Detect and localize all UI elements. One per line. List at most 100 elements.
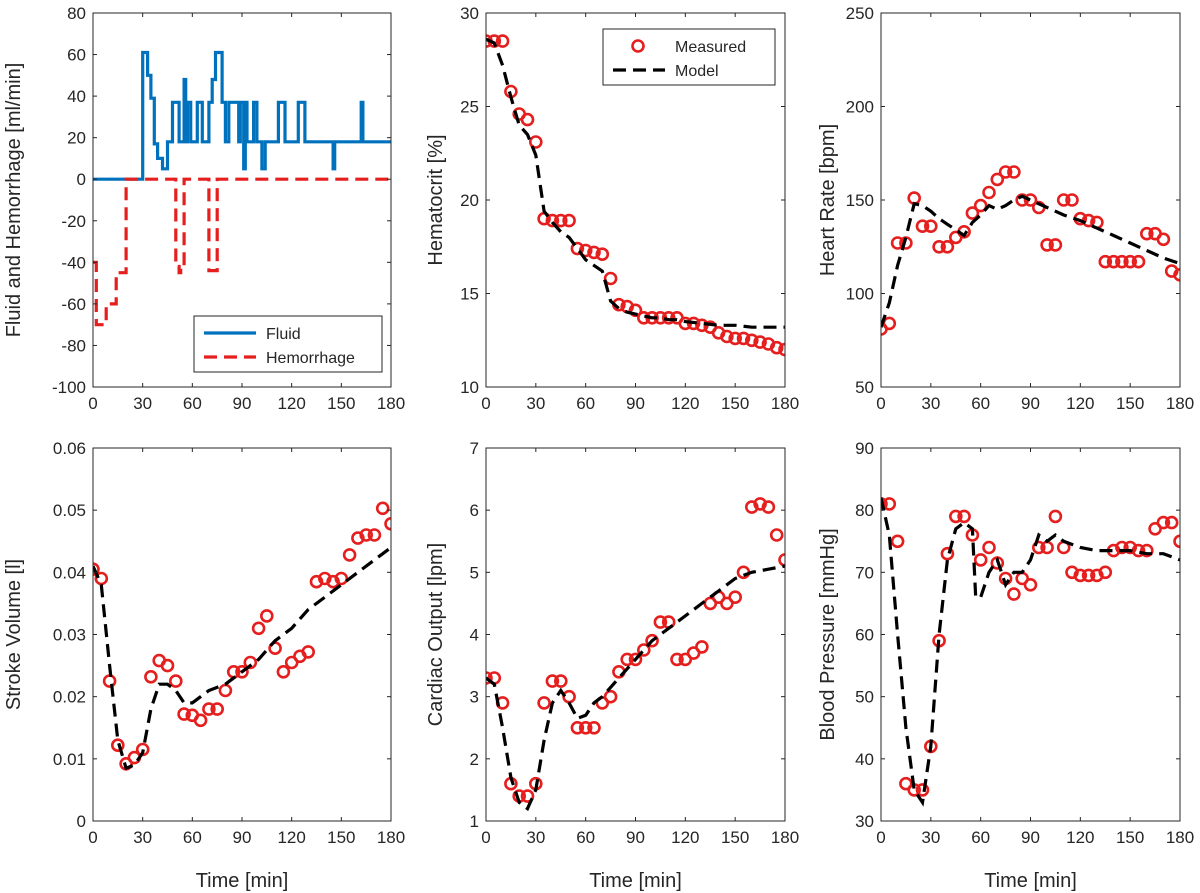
x-tick-label: 0 [88,394,97,413]
measured-point [703,596,718,611]
y-tick-label: 40 [855,750,874,769]
plot-area [881,165,1180,336]
legend-marker [631,39,645,53]
y-tick-label: 7 [470,439,479,458]
x-tick-label: 90 [1021,828,1040,847]
y-tick-label: 40 [67,87,86,106]
x-tick-label: 60 [576,828,595,847]
y-tick-label: 150 [846,191,874,210]
model-line [93,546,391,771]
measured-point [678,652,693,667]
hemorrhage-line [93,177,391,327]
y-tick-label: 0 [77,170,86,189]
measured-point [486,671,493,685]
measured-point [570,241,585,256]
y-tick-label: 10 [460,378,479,397]
measured-point [562,689,576,704]
measured-point [603,271,618,286]
x-tick-label: 180 [1166,828,1194,847]
y-tick-label: 0.05 [53,501,86,520]
x-tick-label: 30 [921,828,940,847]
measured-point [915,783,930,797]
measured-point [1098,565,1113,580]
y-tick-label: 70 [855,563,874,582]
measured-point [210,702,224,716]
measured-point [1098,254,1113,269]
x-tick-label: 180 [377,394,405,413]
x-tick-label: 150 [327,394,355,413]
measured-point [761,500,776,514]
x-tick-label: 60 [576,394,595,413]
measured-point [520,112,535,127]
x-tick-label: 180 [771,828,799,847]
measured-point [1065,193,1079,207]
measured-point [528,135,543,149]
measured-point [160,658,175,673]
x-tick-label: 90 [233,394,252,413]
y-tick-label: 25 [460,98,479,117]
measured-point [695,640,709,654]
x-tick-label: 120 [277,828,305,847]
measured-point [93,562,100,576]
measured-point [587,245,601,260]
plot-area [93,501,391,771]
measured-point [359,528,374,542]
measured-point [144,669,158,684]
y-axis-label: Heart Rate [bpm] [817,124,839,276]
measured-point [1123,540,1137,555]
y-tick-label: 30 [855,812,874,831]
measured-point [670,652,684,667]
measured-point [728,590,743,605]
measured-point [1164,515,1179,530]
measured-point [202,702,216,716]
plot-area [93,50,391,327]
y-tick-label: 0.06 [53,439,86,458]
measured-point [1140,543,1154,558]
legend-label: Fluid [266,326,301,343]
x-tick-label: 150 [1116,394,1144,413]
y-tick-label: 250 [846,4,874,23]
measured-point [982,185,996,200]
y-axis-label: Hematocrit [%] [425,134,447,265]
measured-point [251,621,266,636]
measured-point [1048,238,1063,252]
measured-point [720,329,734,344]
model-line [486,564,785,812]
measured-point [1073,568,1088,583]
measured-point [1007,587,1021,601]
measured-point [351,531,365,545]
measured-point [1131,543,1146,558]
panel-stroke-volume: 0 30 60 90 120 150 180 0 0.01 0.02 0.03 0.04 0.05 0.0… [3,439,405,892]
plot-area [486,34,785,357]
measured-point [620,652,635,667]
y-tick-label: 20 [67,129,86,148]
x-tick-label: 60 [183,828,202,847]
measured-point [326,574,340,589]
measured-point [193,713,208,728]
measured-point [1023,577,1038,592]
measured-point [520,789,535,803]
panel-cardiac-output: 0 30 60 90 120 150 180 1 2 3 4 5 6 7 Cardiac Output [l… [425,439,799,892]
measured-point [1123,254,1137,269]
panel-hematocrit: 0 30 60 90 120 150 180 10 15 20 25 30 Hematocrit [%]… [425,4,799,413]
measured-point [276,664,291,679]
x-tick-label: 30 [921,394,940,413]
y-tick-label: 50 [855,378,874,397]
measured-point [948,509,963,524]
y-tick-label: 30 [460,4,479,23]
y-tick-label: 5 [470,563,479,582]
plot-area [486,497,785,812]
x-tick-label: 60 [971,828,990,847]
y-tick-label: -60 [61,295,86,314]
measured-point [1007,165,1021,179]
measured-point [553,674,568,688]
y-tick-label: -100 [52,378,86,397]
y-tick-label: 2 [470,750,479,769]
measured-point [1173,268,1180,282]
x-tick-label: 30 [133,394,152,413]
measured-point [973,198,988,213]
x-tick-label: 30 [526,394,545,413]
measured-point [1173,534,1180,549]
